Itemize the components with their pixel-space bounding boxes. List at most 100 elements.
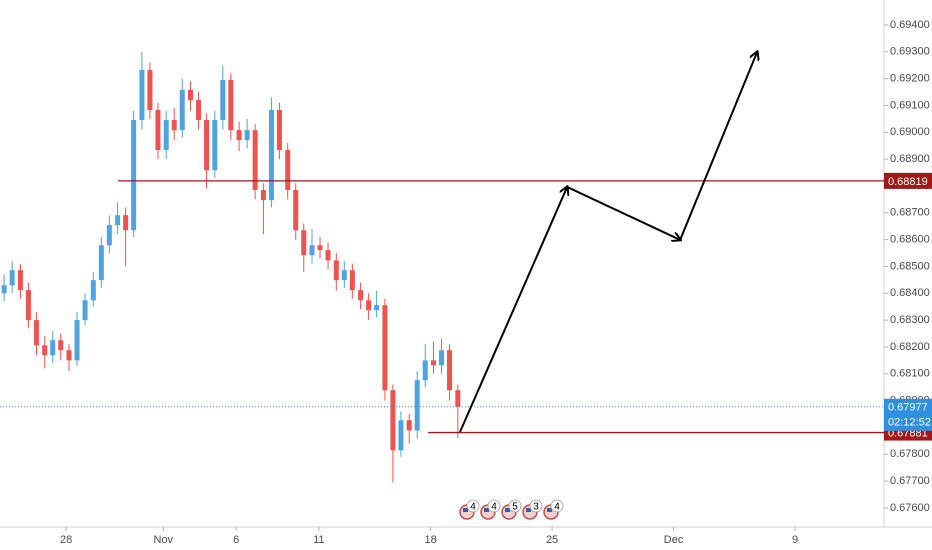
y-tick-label: 0.68400 <box>890 287 930 299</box>
candle-body <box>171 119 177 131</box>
candle-body <box>366 300 372 311</box>
x-tick-label: Dec <box>664 534 684 546</box>
candle-body <box>90 280 96 301</box>
event-count: 4 <box>470 502 476 513</box>
last-price-badge <box>884 398 932 431</box>
y-tick-label: 0.68600 <box>890 234 930 246</box>
candle-body <box>50 340 56 356</box>
x-tick-label: 9 <box>792 534 798 546</box>
candle-body <box>382 305 388 391</box>
candle-body <box>455 390 461 407</box>
candle-body <box>293 189 299 231</box>
forecast-arrow <box>459 52 757 433</box>
candle-body <box>82 300 88 321</box>
y-tick-label: 0.67600 <box>890 502 930 514</box>
y-tick-label: 0.69000 <box>890 126 930 138</box>
candle-body <box>42 345 48 356</box>
candle-body <box>212 119 218 171</box>
candle-body <box>309 245 315 256</box>
candle-body <box>155 110 161 150</box>
y-tick-label: 0.69100 <box>890 99 930 111</box>
candle-body <box>163 119 169 150</box>
x-tick-label: 11 <box>313 534 324 546</box>
candle-body <box>188 89 194 101</box>
arrow-head-segment <box>678 239 680 240</box>
candle-body <box>414 380 420 431</box>
y-tick-label: 0.69400 <box>890 19 930 31</box>
event-icon-flag <box>547 508 552 512</box>
candle-body <box>58 340 64 351</box>
x-tick-label: Nov <box>154 534 174 546</box>
event-count: 3 <box>533 502 539 513</box>
x-tick-label: 18 <box>424 534 436 546</box>
candle-body <box>422 360 428 381</box>
candle-body <box>260 189 266 201</box>
event-count: 5 <box>512 502 518 513</box>
candle-body <box>430 360 436 366</box>
y-tick-label: 0.69200 <box>890 73 930 85</box>
candle-body <box>244 130 250 141</box>
candle-body <box>252 130 258 190</box>
event-count-bg <box>487 499 501 513</box>
candle-body <box>196 100 202 120</box>
candle-body <box>325 250 331 261</box>
x-tick-label: 28 <box>60 534 72 546</box>
candle-body <box>74 320 80 361</box>
event-icon-flag <box>505 508 510 512</box>
candle-body <box>204 119 210 171</box>
candle-body <box>439 350 445 366</box>
candle-body <box>131 119 137 231</box>
candle-body <box>139 70 145 120</box>
y-tick-label: 0.68100 <box>890 368 930 380</box>
event-count: 4 <box>491 502 497 513</box>
candle-body <box>301 230 307 256</box>
event-count-bg <box>466 499 480 513</box>
countdown-label: 02:12:52 <box>888 417 931 429</box>
candle-body <box>220 79 226 120</box>
y-tick-label: 0.68200 <box>890 341 930 353</box>
y-tick-label: 0.68900 <box>890 153 930 165</box>
candle-body <box>285 149 291 190</box>
candle-body <box>98 245 104 281</box>
candle-body <box>106 225 112 246</box>
candle-body <box>66 350 72 361</box>
arrow-head-segment <box>565 187 567 192</box>
candle-body <box>179 89 185 131</box>
candle-body <box>228 79 234 131</box>
event-icon-flag <box>484 508 489 512</box>
candle-body <box>123 215 129 231</box>
candle-body <box>1 285 7 294</box>
event-count-bg <box>550 499 564 513</box>
y-tick-label: 0.68700 <box>890 207 930 219</box>
x-tick-label: 6 <box>233 534 239 546</box>
event-count-bg <box>529 499 543 513</box>
candle-body <box>374 305 380 311</box>
event-icon-flag <box>526 508 531 512</box>
y-tick-label: 0.68500 <box>890 260 930 272</box>
y-tick-label: 0.68300 <box>890 314 930 326</box>
candle-body <box>341 270 347 281</box>
candle-body <box>317 245 323 251</box>
last-price-label: 0.67977 <box>888 402 928 414</box>
candle-body <box>447 350 453 391</box>
candle-body <box>147 70 153 111</box>
candle-body <box>17 270 23 291</box>
event-icon-flag <box>463 508 468 512</box>
candle-body <box>25 290 31 321</box>
event-count: 4 <box>554 502 560 513</box>
candle-body <box>115 215 121 226</box>
candle-body <box>268 110 274 201</box>
candle-body <box>406 420 412 431</box>
x-tick-label: 25 <box>546 534 558 546</box>
candle-body <box>236 130 242 141</box>
level-badge-label: 0.68819 <box>888 176 928 188</box>
y-tick-label: 0.67800 <box>890 448 930 460</box>
candle-body <box>349 270 355 291</box>
level-badge <box>884 172 932 189</box>
candle-body <box>390 390 396 451</box>
event-count-bg <box>508 499 522 513</box>
candle-body <box>358 290 364 301</box>
y-tick-label: 0.69300 <box>890 46 930 58</box>
